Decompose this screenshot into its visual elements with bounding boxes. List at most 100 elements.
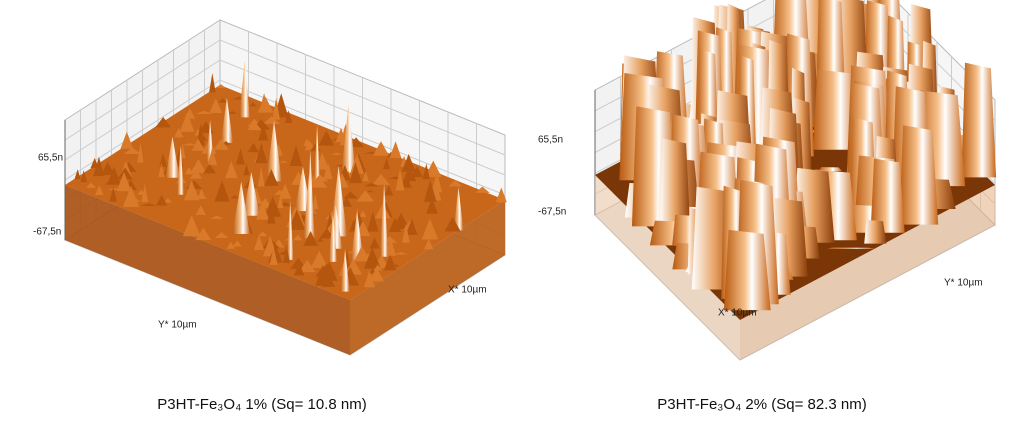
surface-peak xyxy=(74,169,81,180)
surface-peak xyxy=(197,188,206,200)
surface-peak xyxy=(368,267,385,282)
surface-peak xyxy=(264,196,282,217)
surface-peak xyxy=(422,163,430,180)
surface-peak xyxy=(190,158,207,174)
z-max-label: 65,5n xyxy=(538,135,563,146)
z-min-label: -67,5n xyxy=(33,227,61,238)
surface-peak xyxy=(195,205,207,215)
surface-peak xyxy=(209,73,216,93)
surface-peak xyxy=(218,98,228,103)
surface-peak xyxy=(475,186,490,193)
surface-peak xyxy=(191,138,205,151)
surface-peak xyxy=(899,125,939,225)
surface-peak xyxy=(184,167,194,175)
surface-peak xyxy=(870,158,905,233)
surface-peak xyxy=(961,62,997,178)
surface-peak xyxy=(116,171,132,192)
surface-peak xyxy=(181,143,198,146)
surface-peak xyxy=(363,247,381,269)
surface-peak xyxy=(182,215,201,237)
surface-peak xyxy=(279,160,288,163)
surface-peak xyxy=(310,250,329,268)
surface-peak xyxy=(448,179,463,187)
y-axis-label: Y* 10µm xyxy=(944,278,983,289)
surface-peak xyxy=(341,104,356,173)
surface-peak xyxy=(284,110,293,123)
surface-peak xyxy=(216,84,226,89)
surface-peak xyxy=(402,223,410,243)
surface-peak xyxy=(423,239,434,250)
surface-peak xyxy=(100,161,115,176)
surface-peak xyxy=(155,116,171,128)
surface-peak xyxy=(303,230,318,246)
surface-peak xyxy=(242,172,260,216)
surface-peak xyxy=(249,102,257,107)
surface-edge xyxy=(65,185,350,355)
surface-peak xyxy=(230,195,240,199)
surface-peak xyxy=(322,274,336,287)
surface-peak xyxy=(359,209,367,218)
surface-peak xyxy=(93,156,105,177)
surface-peak xyxy=(141,183,149,203)
surface-peak xyxy=(137,141,144,163)
surface-peak xyxy=(298,259,316,273)
caption: P3HT-Fe₃O₄ 1% (Sq= 10.8 nm) xyxy=(157,396,366,413)
surface-peak xyxy=(349,153,365,174)
surface-peak xyxy=(363,270,375,288)
surface-peak xyxy=(214,180,230,202)
surface-peak xyxy=(277,194,284,209)
surface-peak xyxy=(105,174,123,185)
surface-peak xyxy=(340,249,350,292)
surface-peak xyxy=(195,110,213,114)
surface-peak xyxy=(723,229,771,311)
surface-peak xyxy=(388,217,402,233)
surface-peak xyxy=(225,161,238,179)
surface-peak xyxy=(372,173,390,185)
surface-peak xyxy=(272,98,281,120)
grid-line xyxy=(64,39,506,156)
surface-peak xyxy=(323,162,333,180)
surface-peak xyxy=(363,182,380,187)
surface-peak xyxy=(367,211,379,232)
surface-peak xyxy=(232,240,242,247)
surface-edge xyxy=(740,185,995,360)
surface-peak xyxy=(117,167,134,180)
surface-peak xyxy=(818,167,842,171)
surface-peak xyxy=(383,254,397,271)
surface-peak xyxy=(247,142,260,153)
surface-peak xyxy=(95,185,104,195)
surface-peak xyxy=(236,148,245,165)
surface-peak xyxy=(382,157,391,170)
surface-peak xyxy=(279,183,292,199)
surface-peak xyxy=(286,200,294,260)
surface-peak xyxy=(316,237,324,242)
surface-peak xyxy=(379,183,389,257)
surface-peak xyxy=(210,215,224,219)
surface-peak xyxy=(227,111,238,115)
surface-peak xyxy=(328,213,338,262)
surface-peak xyxy=(294,261,305,276)
z-min-label: -67,5n xyxy=(538,207,566,218)
surface-peak xyxy=(362,170,369,182)
surface-peak xyxy=(203,163,217,174)
surface-edge xyxy=(595,175,740,360)
surface-peak xyxy=(179,112,195,132)
surface-peak xyxy=(220,97,233,143)
surface-peak xyxy=(349,162,362,184)
surface-peak xyxy=(123,147,142,155)
surface-peak xyxy=(80,170,88,183)
surface-peak xyxy=(156,194,168,206)
surface-peak xyxy=(389,141,402,159)
surface-peak xyxy=(140,203,158,206)
surface-peak xyxy=(309,175,328,188)
surface-peak xyxy=(303,172,316,239)
surface-peak xyxy=(444,216,461,232)
surface-peak xyxy=(189,169,203,179)
surface-peak xyxy=(410,166,424,178)
surface-peak xyxy=(356,190,375,202)
surface-peak xyxy=(369,237,380,249)
surface-peak xyxy=(258,123,269,141)
surface-peak xyxy=(177,145,184,195)
surface-peak xyxy=(209,98,223,114)
